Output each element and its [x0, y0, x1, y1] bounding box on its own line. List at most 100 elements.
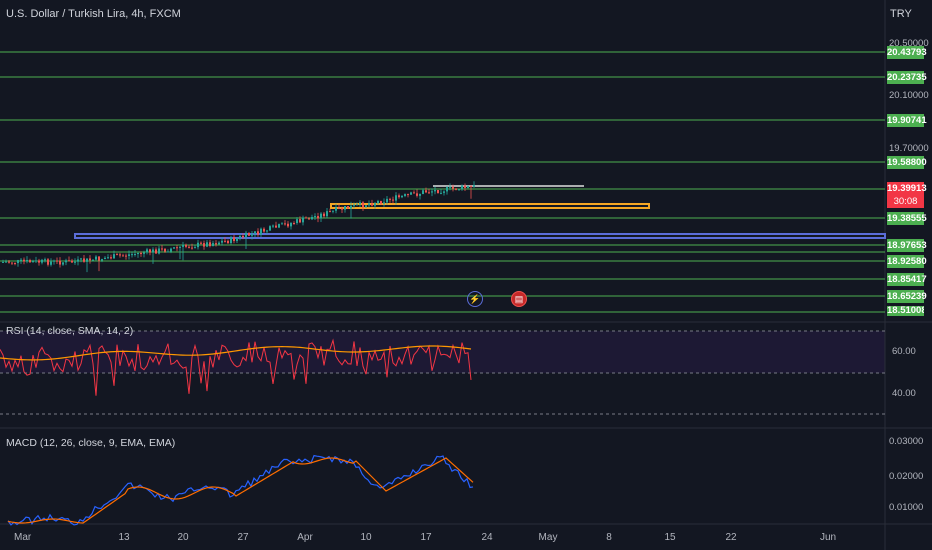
candle-body — [26, 260, 28, 262]
rsi-ma-line — [0, 345, 472, 361]
candle-body — [62, 262, 64, 265]
candle-body — [242, 235, 244, 238]
candle-body — [155, 249, 157, 254]
time-label: 8 — [606, 532, 612, 543]
candle-body — [410, 192, 412, 195]
lightning-icon[interactable]: ⚡ — [467, 291, 483, 307]
candle-body — [164, 248, 166, 252]
candle-body — [362, 202, 364, 208]
candle-body — [128, 254, 130, 256]
candle-body — [341, 208, 343, 210]
candle-body — [233, 237, 235, 242]
orange-zone — [330, 203, 650, 209]
candle-body — [419, 193, 421, 196]
candle-body — [278, 224, 280, 228]
candle-body — [398, 195, 400, 198]
candle-body — [23, 259, 25, 262]
candle-body — [425, 190, 427, 193]
candle-body — [365, 205, 367, 208]
time-label: Apr — [297, 532, 313, 543]
candle-body — [296, 219, 298, 224]
horizontal-levels — [0, 51, 885, 313]
candle-body — [461, 185, 463, 190]
candle-body — [323, 213, 325, 217]
price-label: 18.97653 — [887, 239, 927, 252]
candle-body — [335, 207, 337, 211]
candle-body — [80, 258, 82, 260]
candle-body — [149, 249, 151, 253]
candle-body — [32, 261, 34, 263]
price-label: 18.65239 — [887, 290, 927, 303]
candle-body — [122, 255, 124, 257]
rsi-line — [0, 338, 472, 396]
candle-body — [236, 238, 238, 242]
candle-body — [248, 232, 250, 236]
price-zones — [74, 185, 886, 239]
candle-body — [179, 246, 181, 248]
candle-body — [92, 259, 94, 261]
candle-body — [47, 259, 49, 265]
time-label: 22 — [725, 532, 737, 543]
candle-body — [8, 261, 10, 263]
candle-body — [392, 199, 394, 201]
candle-body — [191, 247, 193, 249]
candle-body — [113, 254, 115, 259]
candle-body — [347, 206, 349, 209]
candle-body — [317, 216, 319, 219]
candle-body — [119, 254, 121, 256]
candle-body — [467, 186, 469, 188]
candle-body — [326, 211, 328, 217]
candle-body — [356, 204, 358, 206]
currency-label: TRY — [890, 8, 912, 20]
candle-body — [131, 254, 133, 256]
candle-body — [173, 247, 175, 249]
candle-body — [53, 260, 55, 262]
candle-body — [11, 262, 13, 264]
candle-body — [359, 202, 361, 205]
candle-body — [329, 211, 331, 213]
candle-body — [95, 256, 97, 260]
candle-body — [38, 260, 40, 263]
time-label: 10 — [360, 532, 372, 543]
rsi-title[interactable]: RSI (14, close, SMA, 14, 2) — [6, 325, 134, 337]
candle-body — [299, 219, 301, 223]
candle-body — [251, 233, 253, 236]
time-label: 17 — [420, 532, 432, 543]
candle-body — [275, 225, 277, 228]
candle-body — [272, 225, 274, 227]
candle-body — [422, 190, 424, 194]
blue-zone — [74, 233, 886, 239]
candle-body — [50, 261, 52, 265]
candle-body — [245, 232, 247, 238]
candle-body — [2, 261, 4, 263]
us-flag-icon[interactable]: ▤ — [511, 291, 527, 307]
price-label: 18.85417 — [887, 273, 927, 286]
candle-body — [371, 203, 373, 206]
candle-body — [413, 192, 415, 194]
candle-body — [200, 242, 202, 244]
candle-body — [314, 216, 316, 218]
candle-body — [338, 207, 340, 209]
candle-body — [404, 194, 406, 196]
candle-body — [320, 213, 322, 219]
candle-body — [368, 203, 370, 206]
macd-title[interactable]: MACD (12, 26, close, 9, EMA, EMA) — [6, 437, 176, 449]
price-tick: 20.50000 — [889, 38, 929, 49]
price-tick: 20.10000 — [889, 90, 929, 101]
symbol-title[interactable]: U.S. Dollar / Turkish Lira, 4h, FXCM — [6, 8, 181, 20]
price-label: 20.43793 — [887, 46, 927, 59]
candle-body — [110, 257, 112, 259]
candle-body — [116, 254, 118, 256]
candle-body — [290, 222, 292, 227]
candle-body — [125, 255, 127, 257]
candle-body — [188, 246, 190, 248]
time-label: 20 — [177, 532, 189, 543]
candle-body — [263, 228, 265, 232]
time-label: Jun — [819, 532, 837, 543]
candle-body — [194, 247, 196, 249]
candle-body — [203, 243, 205, 247]
candle-body — [74, 261, 76, 263]
candle-body — [65, 260, 67, 263]
candle-body — [206, 242, 208, 247]
